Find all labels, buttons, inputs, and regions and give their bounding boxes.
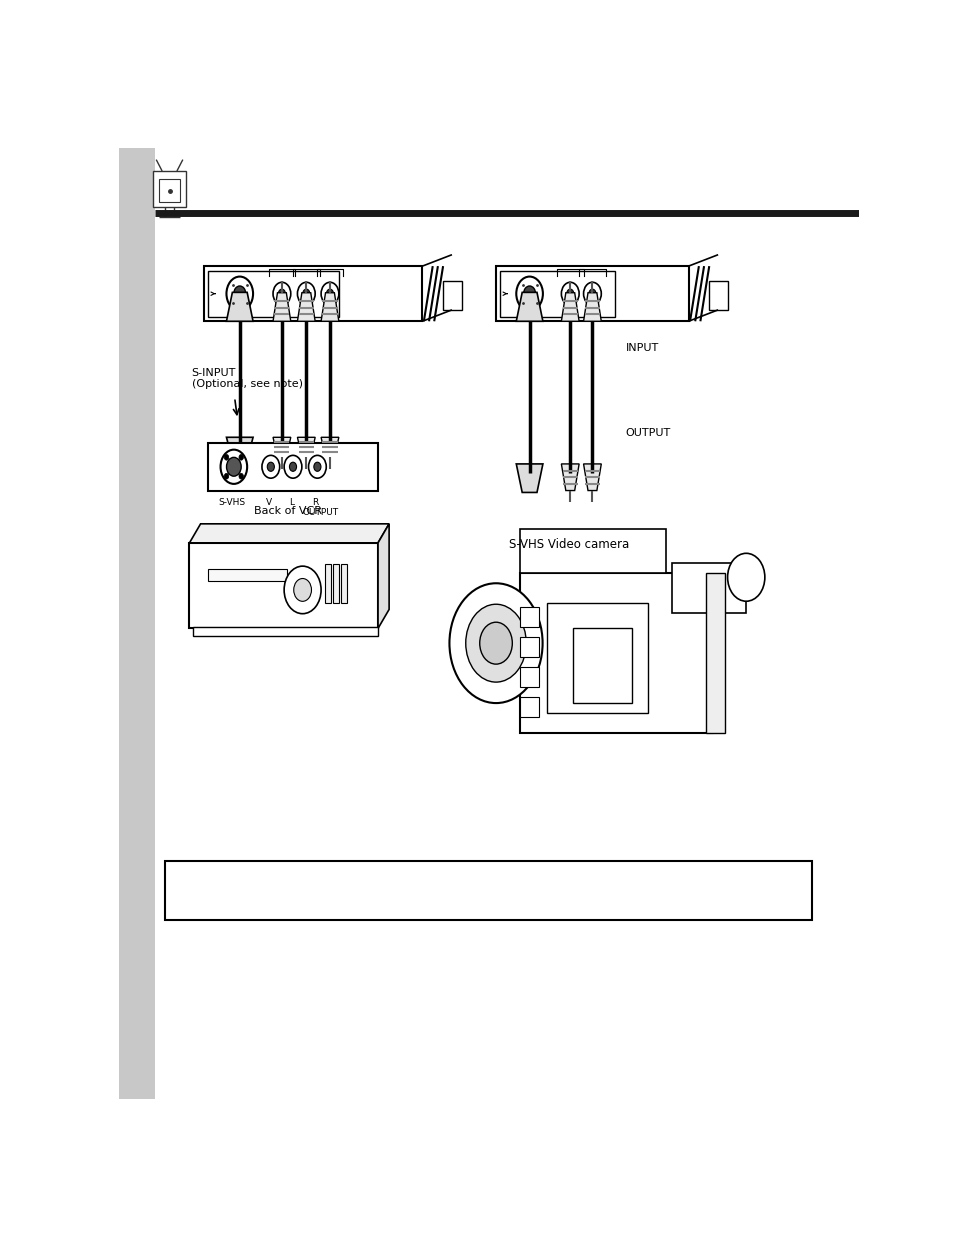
Bar (705, 573, 724, 734)
Bar (708, 282, 727, 310)
Circle shape (314, 462, 320, 472)
Bar (496, 266, 688, 321)
Circle shape (224, 473, 229, 479)
Polygon shape (560, 293, 578, 321)
Bar (442, 282, 461, 310)
Polygon shape (273, 293, 291, 321)
Text: OUTPUT: OUTPUT (625, 429, 670, 438)
Bar (193, 626, 377, 636)
Circle shape (297, 283, 314, 305)
Bar (341, 564, 347, 603)
Polygon shape (190, 524, 389, 543)
Circle shape (449, 583, 542, 703)
Bar (208, 568, 287, 582)
Circle shape (588, 289, 596, 299)
Polygon shape (321, 293, 338, 321)
Polygon shape (273, 437, 291, 457)
Circle shape (226, 457, 241, 477)
Circle shape (302, 289, 310, 299)
Circle shape (220, 450, 247, 484)
Bar (153, 170, 186, 207)
Text: Back of VCR: Back of VCR (253, 506, 321, 516)
Polygon shape (321, 437, 338, 457)
Bar (546, 603, 647, 713)
Circle shape (294, 578, 311, 601)
Polygon shape (226, 293, 253, 321)
Circle shape (238, 473, 243, 479)
Circle shape (523, 287, 535, 301)
Circle shape (224, 454, 229, 461)
Bar (519, 667, 538, 687)
Bar (119, 148, 154, 1099)
Text: L: L (289, 498, 294, 508)
Bar (190, 543, 377, 629)
Polygon shape (377, 524, 389, 629)
Text: S-VHS Video camera: S-VHS Video camera (508, 538, 628, 551)
Circle shape (566, 289, 573, 299)
Bar (159, 179, 180, 203)
Circle shape (289, 462, 296, 472)
Bar (519, 608, 538, 627)
Circle shape (284, 456, 301, 478)
Circle shape (226, 277, 253, 311)
Circle shape (233, 287, 246, 301)
Circle shape (727, 553, 764, 601)
Polygon shape (583, 464, 600, 490)
Polygon shape (226, 437, 253, 461)
Circle shape (465, 604, 526, 682)
Circle shape (326, 289, 334, 299)
Circle shape (321, 283, 338, 305)
Polygon shape (560, 464, 578, 490)
Bar (519, 697, 538, 718)
Bar (671, 563, 745, 614)
Polygon shape (297, 293, 314, 321)
Circle shape (583, 283, 600, 305)
Bar (519, 530, 665, 573)
Text: S-VHS: S-VHS (218, 498, 245, 508)
Circle shape (479, 622, 512, 664)
Circle shape (278, 289, 285, 299)
Bar (519, 573, 711, 734)
Polygon shape (516, 464, 542, 493)
Circle shape (273, 283, 291, 305)
Circle shape (308, 456, 326, 478)
Bar (519, 637, 538, 657)
Bar (208, 270, 338, 316)
Polygon shape (583, 293, 600, 321)
Bar (325, 564, 331, 603)
Circle shape (262, 456, 279, 478)
Circle shape (267, 462, 274, 472)
Bar (208, 443, 377, 490)
Bar (573, 627, 631, 703)
Circle shape (284, 566, 321, 614)
Bar (204, 266, 422, 321)
Text: S-INPUT
(Optional, see note): S-INPUT (Optional, see note) (192, 368, 302, 389)
Text: OUTPUT: OUTPUT (302, 508, 338, 516)
Bar (499, 270, 615, 316)
Text: V: V (265, 498, 272, 508)
Bar (333, 564, 339, 603)
Bar (165, 862, 811, 920)
Circle shape (516, 277, 542, 311)
Polygon shape (516, 293, 542, 321)
Text: INPUT: INPUT (625, 343, 659, 353)
Polygon shape (297, 437, 314, 457)
Circle shape (238, 454, 243, 461)
Circle shape (560, 283, 578, 305)
Text: R: R (312, 498, 318, 508)
